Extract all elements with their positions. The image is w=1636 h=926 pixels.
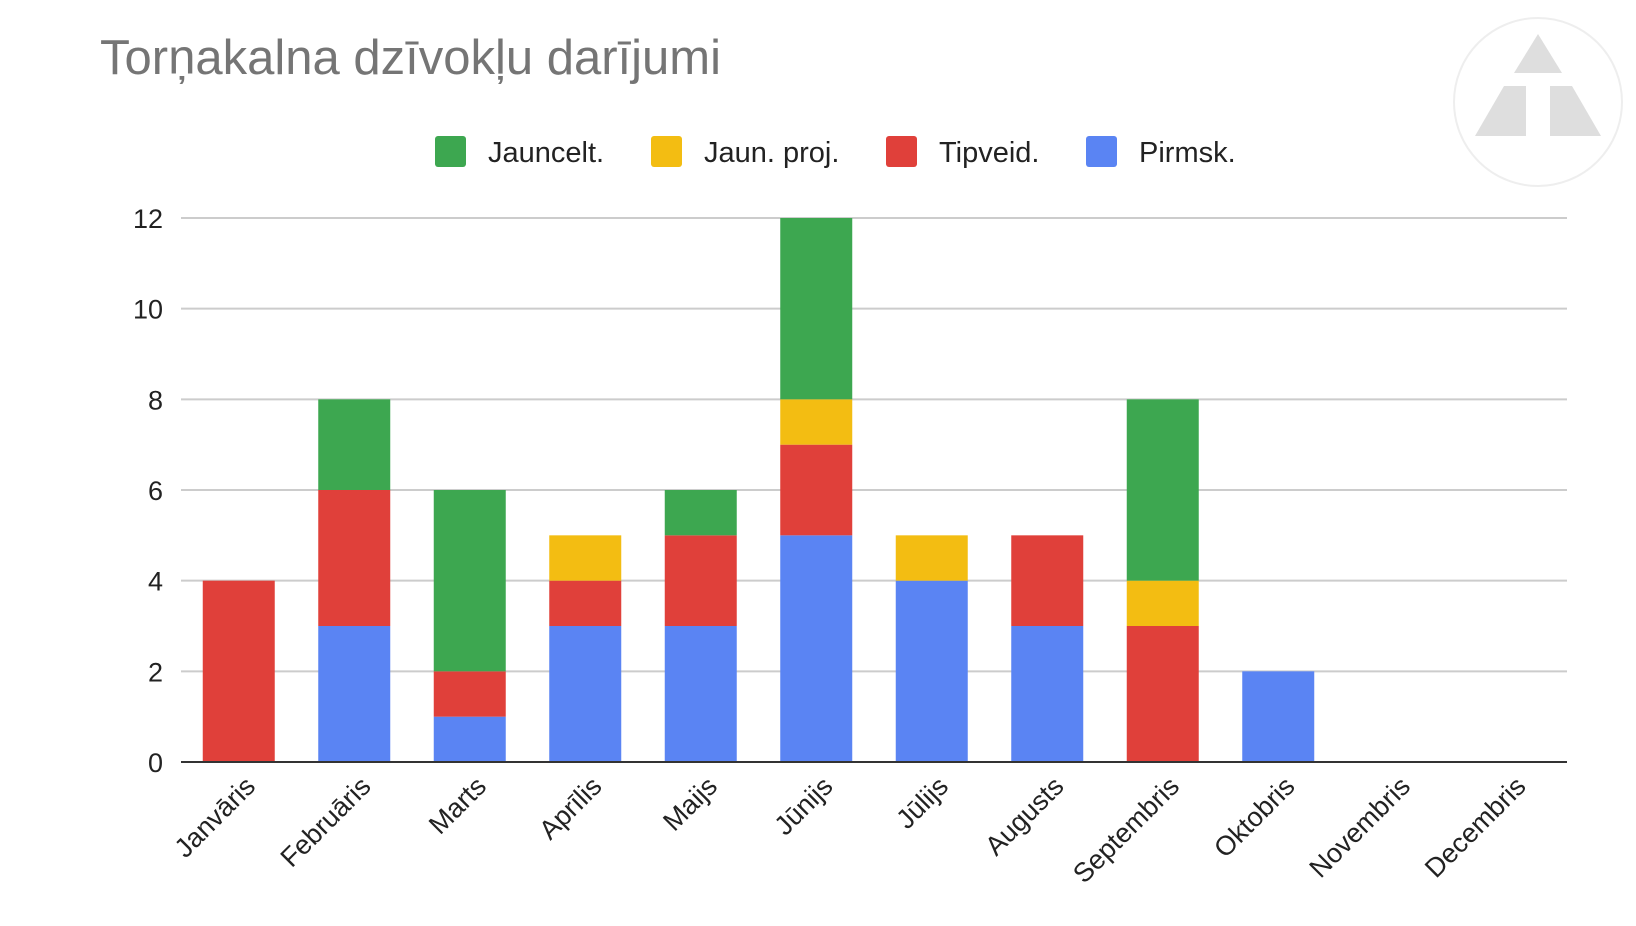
chart-title: Torņakalna dzīvokļu darījumi	[100, 31, 721, 85]
y-tick-label: 6	[148, 476, 163, 506]
x-tick-label: Decembris	[1419, 771, 1531, 883]
x-tick-label: Novembris	[1304, 771, 1416, 883]
bar-aprilis-jaun-proj	[549, 535, 622, 581]
bar-maijs-pirmsk	[664, 626, 737, 762]
bar-augusts-tipveid	[1011, 535, 1084, 626]
y-tick-label: 8	[148, 385, 163, 415]
legend-swatch-tipveid	[886, 136, 917, 167]
bar-marts-pirmsk	[433, 716, 506, 762]
legend-swatch-jauncelt	[435, 136, 466, 167]
bar-oktobris-pirmsk	[1242, 671, 1315, 762]
bar-julijs-pirmsk	[895, 580, 968, 762]
bar-maijs-tipveid	[664, 535, 737, 626]
bar-februaris-tipveid	[318, 490, 391, 626]
x-tick-label: Maijs	[657, 771, 723, 837]
gridlines	[181, 217, 1567, 673]
bar-aprilis-pirmsk	[549, 626, 622, 762]
x-tick-label: Janvāris	[169, 771, 261, 863]
x-tick-label: Aprīlis	[533, 771, 607, 845]
bar-augusts-pirmsk	[1011, 626, 1084, 762]
bar-marts-tipveid	[433, 671, 506, 717]
legend: Jauncelt. Jaun. proj. Tipveid. Pirmsk.	[435, 136, 1236, 169]
bar-februaris-pirmsk	[318, 626, 391, 762]
bar-janvaris-tipveid	[202, 580, 275, 762]
bar-junijs-pirmsk	[780, 535, 853, 762]
legend-swatch-pirmsk	[1086, 136, 1117, 167]
x-tick-label: Februāris	[275, 771, 377, 873]
legend-label-jauncelt: Jauncelt.	[488, 137, 604, 169]
bar-septembris-jauncelt	[1126, 399, 1199, 581]
x-tick-label: Oktobris	[1208, 771, 1300, 863]
y-tick-label: 10	[133, 295, 163, 325]
bar-septembris-tipveid	[1126, 626, 1199, 762]
bar-marts-jauncelt	[433, 490, 506, 672]
y-tick-label: 2	[148, 657, 163, 687]
bar-junijs-jauncelt	[780, 218, 853, 400]
y-tick-label: 4	[148, 567, 163, 597]
logo-icon	[1453, 17, 1623, 187]
y-tick-label: 0	[148, 748, 163, 778]
bar-aprilis-tipveid	[549, 580, 622, 626]
x-tick-label: Augusts	[979, 771, 1069, 861]
x-tick-label: Marts	[423, 771, 492, 840]
x-tick-label: Jūnijs	[768, 771, 838, 841]
legend-label-tipveid: Tipveid.	[939, 137, 1039, 169]
legend-label-jaun-proj: Jaun. proj.	[704, 137, 839, 169]
x-tick-label: Jūlijs	[890, 771, 954, 835]
y-tick-label: 12	[133, 204, 163, 234]
legend-label-pirmsk: Pirmsk.	[1139, 137, 1236, 169]
bars	[202, 218, 1315, 762]
bar-maijs-jauncelt	[664, 490, 737, 536]
x-tick-label: Septembris	[1067, 771, 1185, 889]
bar-septembris-jaun-proj	[1126, 580, 1199, 626]
y-axis-ticks: 0 2 4 6 8 10 12	[133, 204, 163, 778]
bar-februaris-jauncelt	[318, 399, 391, 490]
x-axis-ticks: Janvāris Februāris Marts Aprīlis Maijs Jūnijs…	[169, 771, 1532, 889]
legend-swatch-jaun-proj	[651, 136, 682, 167]
bar-junijs-jaun-proj	[780, 399, 853, 445]
bar-julijs-jaun-proj	[895, 535, 968, 581]
bar-junijs-tipveid	[780, 444, 853, 536]
